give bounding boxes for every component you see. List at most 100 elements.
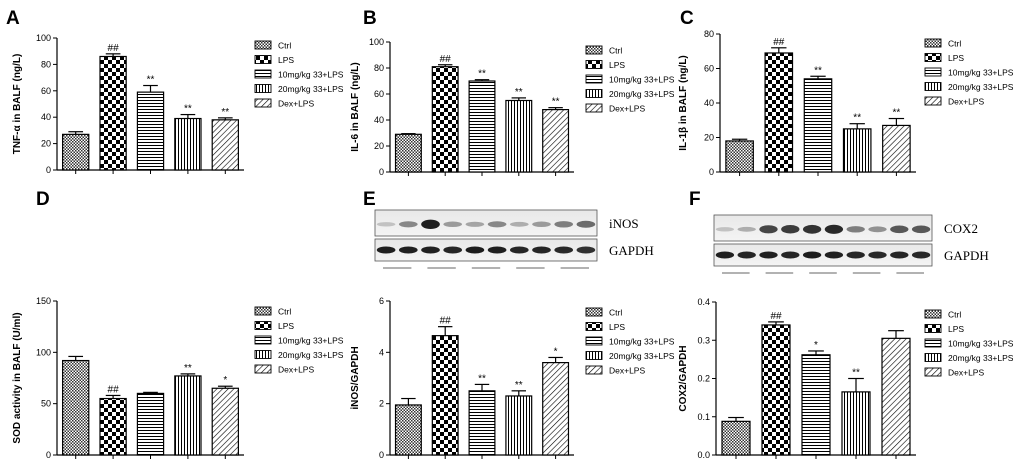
blot-band <box>576 246 596 254</box>
legend-entry: 20mg/kg 33+LPS <box>609 89 675 99</box>
legend-swatch <box>924 353 942 362</box>
significance-label: * <box>814 340 818 351</box>
significance-label: ## <box>440 54 452 65</box>
legend-entry: Dex+LPS <box>609 104 645 114</box>
y-axis-label: iNOS/GAPDH <box>350 346 361 409</box>
legend-entry: 10mg/kg 33+LPS <box>948 68 1014 78</box>
panel-letter-b: B <box>363 8 377 29</box>
legend-swatch <box>254 55 272 64</box>
legend-swatch <box>924 309 942 319</box>
blot-band <box>781 225 800 234</box>
legend-swatch <box>924 324 942 333</box>
blot-label-target: iNOS <box>609 216 639 231</box>
bar <box>881 337 911 456</box>
legend-entry: LPS <box>278 321 294 331</box>
y-axis-label: SOD activity in BALF (U/ml) <box>12 312 23 443</box>
y-tick-label: 2 <box>379 399 384 409</box>
panel-letter-a: A <box>6 8 20 29</box>
legend-swatch <box>254 69 272 79</box>
legend-swatch <box>254 306 272 316</box>
y-tick-label: 150 <box>36 296 51 306</box>
chart-c: C 0 20 40 60 80 IL-1β in BALF (ng/L) ## ** ** ** Ct… <box>678 8 1014 177</box>
bar <box>136 91 165 171</box>
legend-swatch <box>585 45 603 55</box>
legend-swatch <box>924 367 942 377</box>
legend-swatch <box>585 103 603 113</box>
legend-swatch <box>585 74 603 84</box>
legend-swatch <box>585 351 603 360</box>
legend-swatch <box>924 38 942 48</box>
legend-entry: Dex+LPS <box>278 365 314 375</box>
legend-entry: LPS <box>278 55 294 65</box>
legend-entry: 20mg/kg 33+LPS <box>278 350 344 360</box>
y-tick-label: 80 <box>374 63 384 73</box>
panel-letter-f: F <box>689 189 701 210</box>
blot-band <box>802 251 822 259</box>
bar <box>801 354 831 456</box>
legend-swatch <box>924 53 942 62</box>
y-tick-label: 60 <box>704 64 714 74</box>
bar <box>725 140 754 173</box>
blot-membrane <box>374 209 598 237</box>
blot-band <box>576 220 596 228</box>
significance-label: ** <box>147 75 155 86</box>
bar <box>468 390 496 456</box>
blot-band <box>443 246 463 254</box>
legend-swatch <box>254 350 272 359</box>
blot-band <box>846 226 865 233</box>
chart-b: B 0 20 40 60 80 100 IL-6 in BALF (ng/L) ## ** ** **… <box>350 8 675 177</box>
y-tick-label: 100 <box>369 37 384 47</box>
blot-band <box>465 246 485 254</box>
legend-entry: Dex+LPS <box>278 99 314 109</box>
legend-entry: 20mg/kg 33+LPS <box>278 84 344 94</box>
bar <box>99 55 127 171</box>
legend: Ctrl LPS 10mg/kg 33+LPS 20mg/kg 33+LPS Dex+L… <box>924 309 1014 378</box>
legend-entry: Ctrl <box>948 39 961 49</box>
y-tick-label: 0 <box>709 167 714 177</box>
blot-band <box>509 221 529 227</box>
legend-entry: Ctrl <box>278 307 291 317</box>
y-tick-label: 40 <box>41 112 51 122</box>
bar <box>882 124 911 173</box>
blot-band <box>421 246 440 254</box>
y-axis-label: IL-1β in BALF (ng/L) <box>678 55 689 151</box>
bar <box>174 117 202 171</box>
blot-band <box>554 221 574 228</box>
y-tick-label: 40 <box>374 115 384 125</box>
bar <box>842 128 872 173</box>
chart-d: D 0 50 100 150 SOD activity in BALF (U/ml) ## *… <box>12 189 344 460</box>
legend-entry: LPS <box>948 53 964 63</box>
blot-label-gapdh: GAPDH <box>944 248 989 263</box>
blot-band <box>911 225 931 234</box>
legend-swatch <box>254 98 272 108</box>
legend-entry: Ctrl <box>948 310 961 320</box>
significance-label: ** <box>852 368 860 379</box>
legend-entry: 10mg/kg 33+LPS <box>278 336 344 346</box>
legend-swatch <box>924 338 942 348</box>
y-tick-label: 60 <box>374 89 384 99</box>
bar <box>174 375 202 456</box>
legend-swatch <box>254 84 272 93</box>
bar <box>468 80 496 173</box>
blot-band <box>868 226 887 233</box>
significance-label: ** <box>515 87 523 98</box>
blot-band <box>487 246 507 254</box>
y-tick-label: 0.0 <box>697 450 710 460</box>
panel-letter-c: C <box>680 8 694 29</box>
significance-label: ## <box>770 311 782 322</box>
blot-band <box>487 221 507 228</box>
blot-band <box>737 251 756 259</box>
blot-band <box>715 251 735 259</box>
bar <box>721 420 751 456</box>
blot-membrane <box>374 238 598 262</box>
legend-swatch <box>585 307 603 317</box>
blot-band <box>398 246 418 254</box>
panel-letter-e: E <box>363 189 376 210</box>
y-tick-label: 100 <box>36 347 51 357</box>
blot-band <box>376 222 396 227</box>
bar <box>841 391 871 456</box>
significance-label: ** <box>221 107 229 118</box>
bar <box>211 119 239 171</box>
y-axis-label: COX2/GAPDH <box>678 345 689 411</box>
bar <box>431 66 459 173</box>
